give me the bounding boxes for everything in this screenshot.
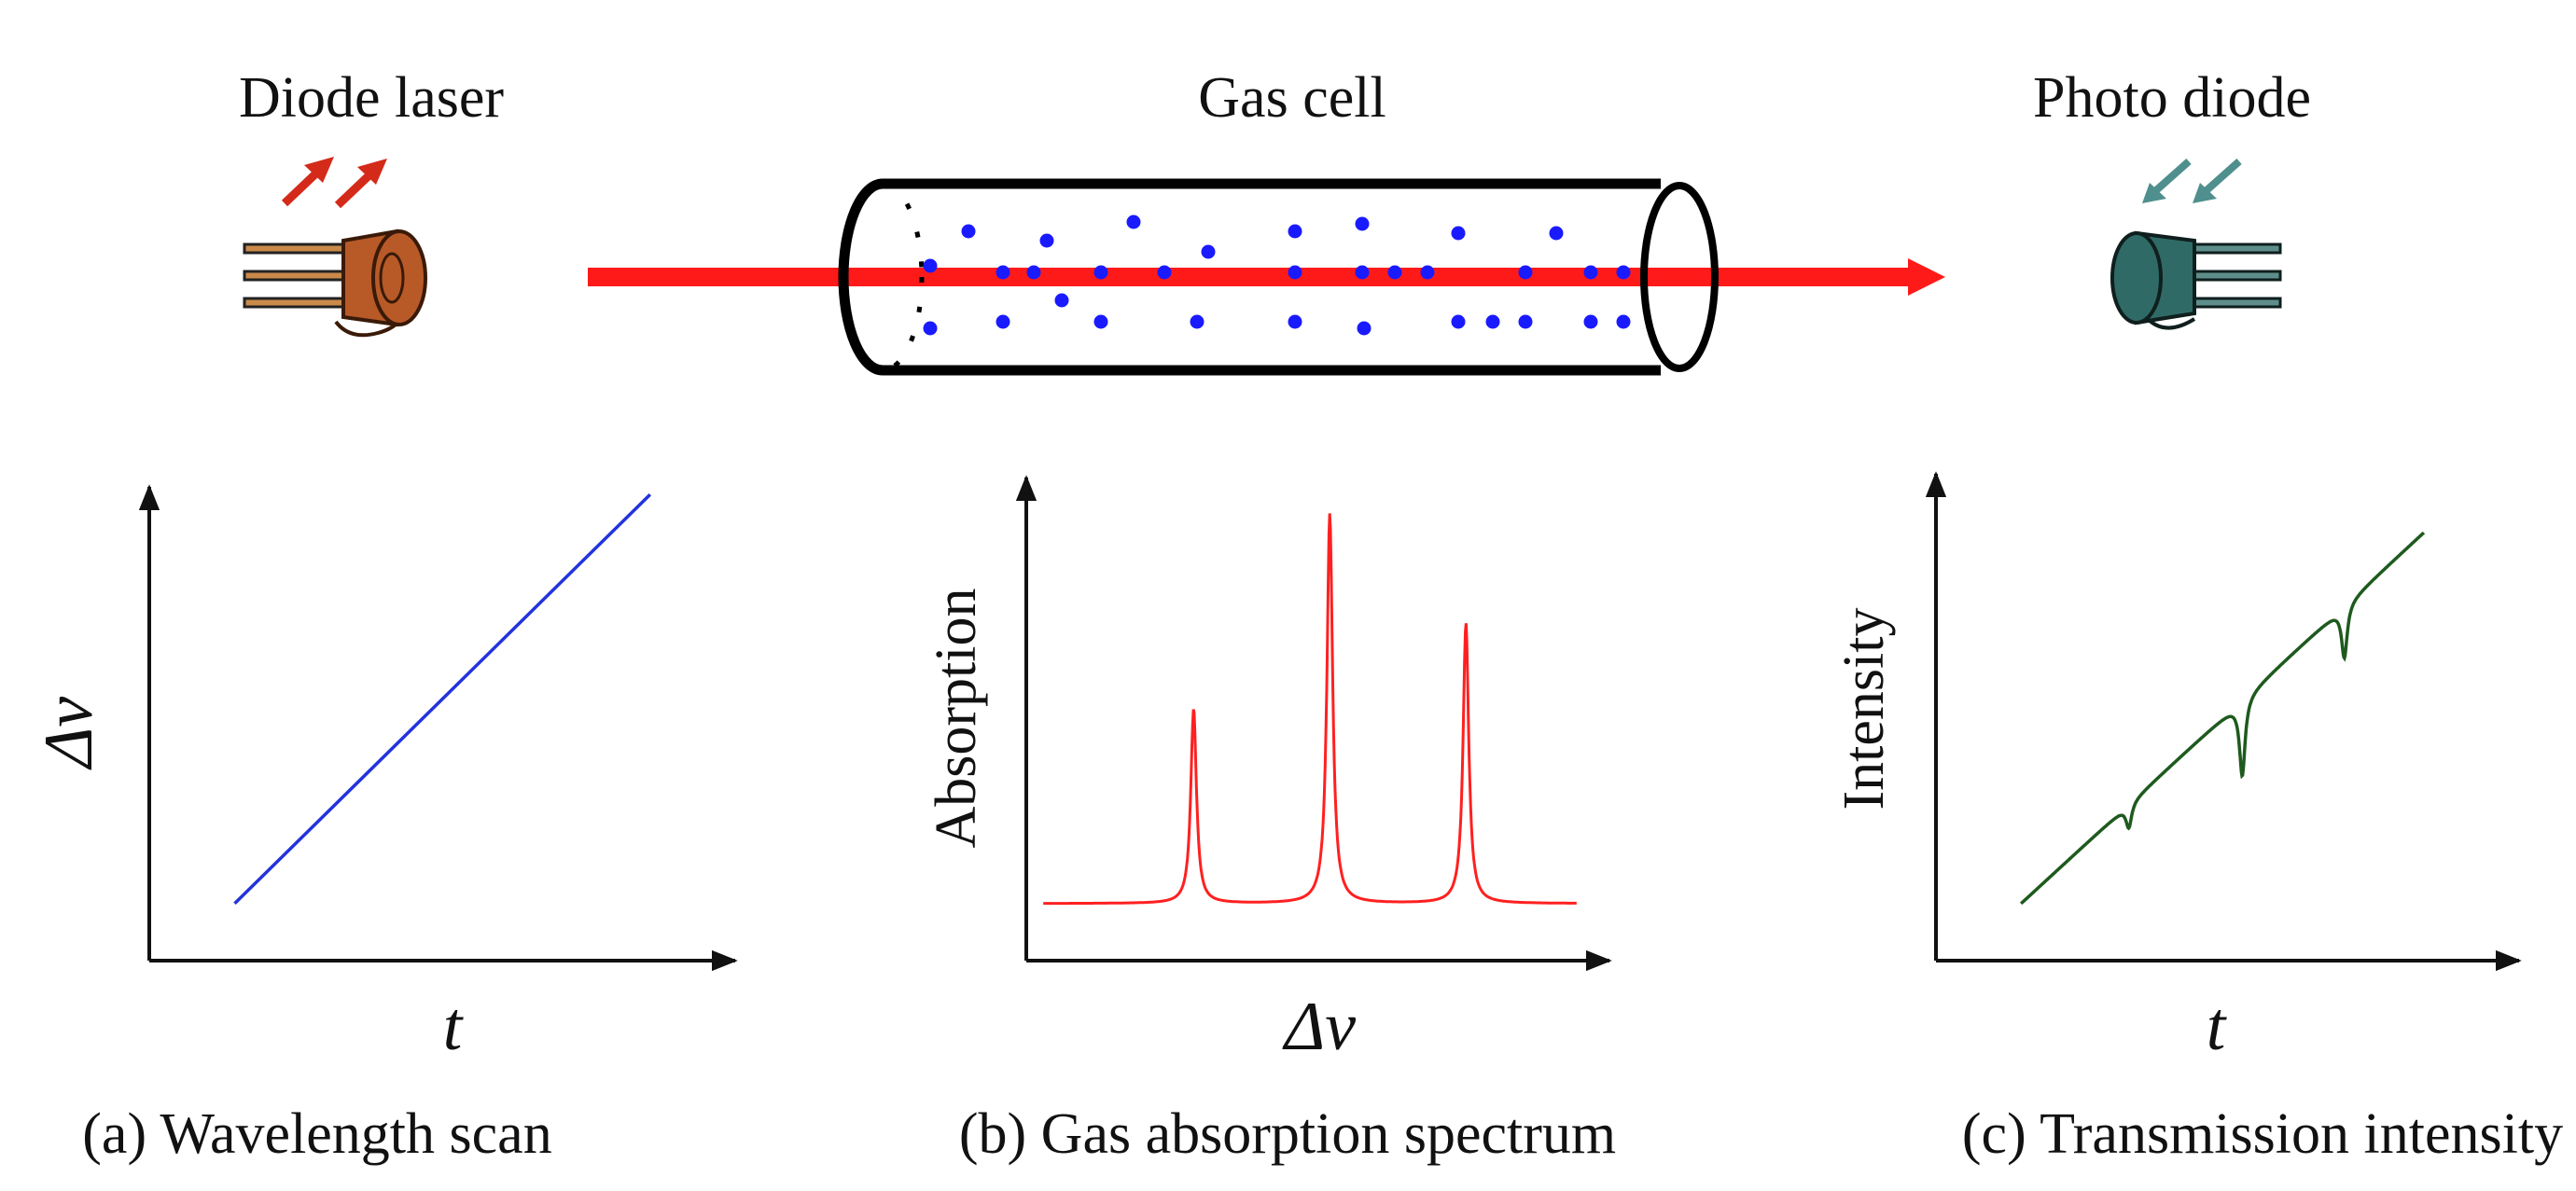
- chart-b-xlabel: Δν: [1282, 989, 1356, 1065]
- title-diode-laser: Diode laser: [239, 66, 504, 130]
- diode-laser-icon: [243, 157, 427, 338]
- chart-wavelength-scan: t Δν (a) Wavelength scan: [31, 484, 738, 1166]
- absorption-spectrum-line: [1043, 513, 1577, 906]
- title-gas-cell: Gas cell: [1198, 66, 1385, 130]
- photo-diode-icon: [2110, 159, 2282, 330]
- detector-leads: [2193, 242, 2282, 309]
- chart-b-caption: (b) Gas absorption spectrum: [959, 1102, 1616, 1166]
- wavelength-scan-line: [233, 492, 652, 906]
- laser-emission-arrows-icon: [281, 157, 387, 209]
- laser-lens: [371, 229, 427, 326]
- gas-cell-right-end: [1640, 182, 1719, 372]
- chart-c-caption: (c) Transmission intensity: [1962, 1102, 2563, 1166]
- chart-c-ylabel: Intensity: [1832, 608, 1896, 810]
- chart-transmission-intensity: t Intensity (c) Transmission intensity: [1832, 471, 2563, 1166]
- laser-beam: [588, 258, 1945, 296]
- gas-molecules: [923, 215, 1631, 336]
- laser-leads: [243, 242, 347, 309]
- transmission-intensity-line: [2019, 531, 2426, 906]
- detector-incident-arrows-icon: [2142, 159, 2242, 203]
- gas-cell-left-end: [841, 181, 925, 373]
- chart-b-ylabel: Absorption: [925, 589, 988, 849]
- title-photo-diode: Photo diode: [2033, 66, 2311, 130]
- detector-window: [2110, 231, 2163, 325]
- chart-a-ylabel: Δν: [31, 697, 107, 770]
- chart-a-caption: (a) Wavelength scan: [82, 1102, 551, 1166]
- gas-cell-icon: [838, 178, 1719, 376]
- chart-a-xlabel: t: [443, 989, 465, 1065]
- chart-c-xlabel: t: [2207, 989, 2228, 1065]
- chart-gas-absorption-spectrum: Δν Absorption (b) Gas absorption spectru…: [925, 475, 1616, 1166]
